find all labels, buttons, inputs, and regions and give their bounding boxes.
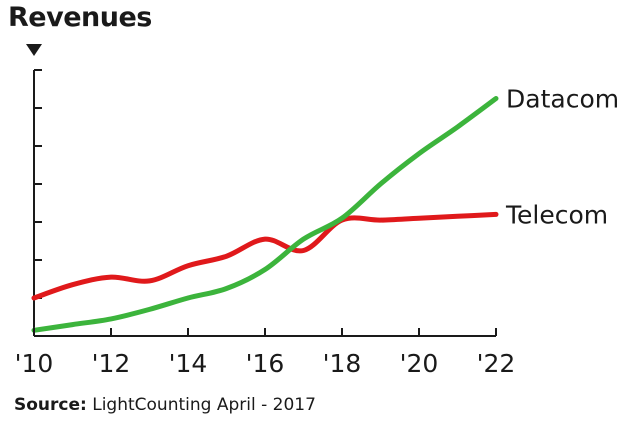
x-tick-label: '18 [323,349,362,378]
source-text: LightCounting April - 2017 [86,395,316,415]
series-label-telecom: Telecom [505,200,608,229]
x-tick-label: '16 [246,349,285,378]
x-tick-label: '14 [169,349,208,378]
x-tick-label: '20 [400,349,439,378]
series-labels: Telecom Datacom [505,85,619,230]
axes [33,69,496,337]
chart-title: Revenues [8,2,152,33]
x-tick-label: '10 [15,349,54,378]
x-tick-label: '22 [477,349,516,378]
source-prefix: Source: [14,395,87,415]
x-tick-label: '12 [92,349,131,378]
source-note: Source: LightCounting April - 2017 [14,395,316,415]
x-axis-ticks: '10 '12 '14 '16 '18 '20 '22 [15,328,516,378]
series-line-datacom [31,96,499,333]
series-label-datacom: Datacom [506,85,619,114]
series-lines [31,96,499,333]
series-line-telecom [31,211,499,301]
down-arrow-icon [26,44,42,56]
